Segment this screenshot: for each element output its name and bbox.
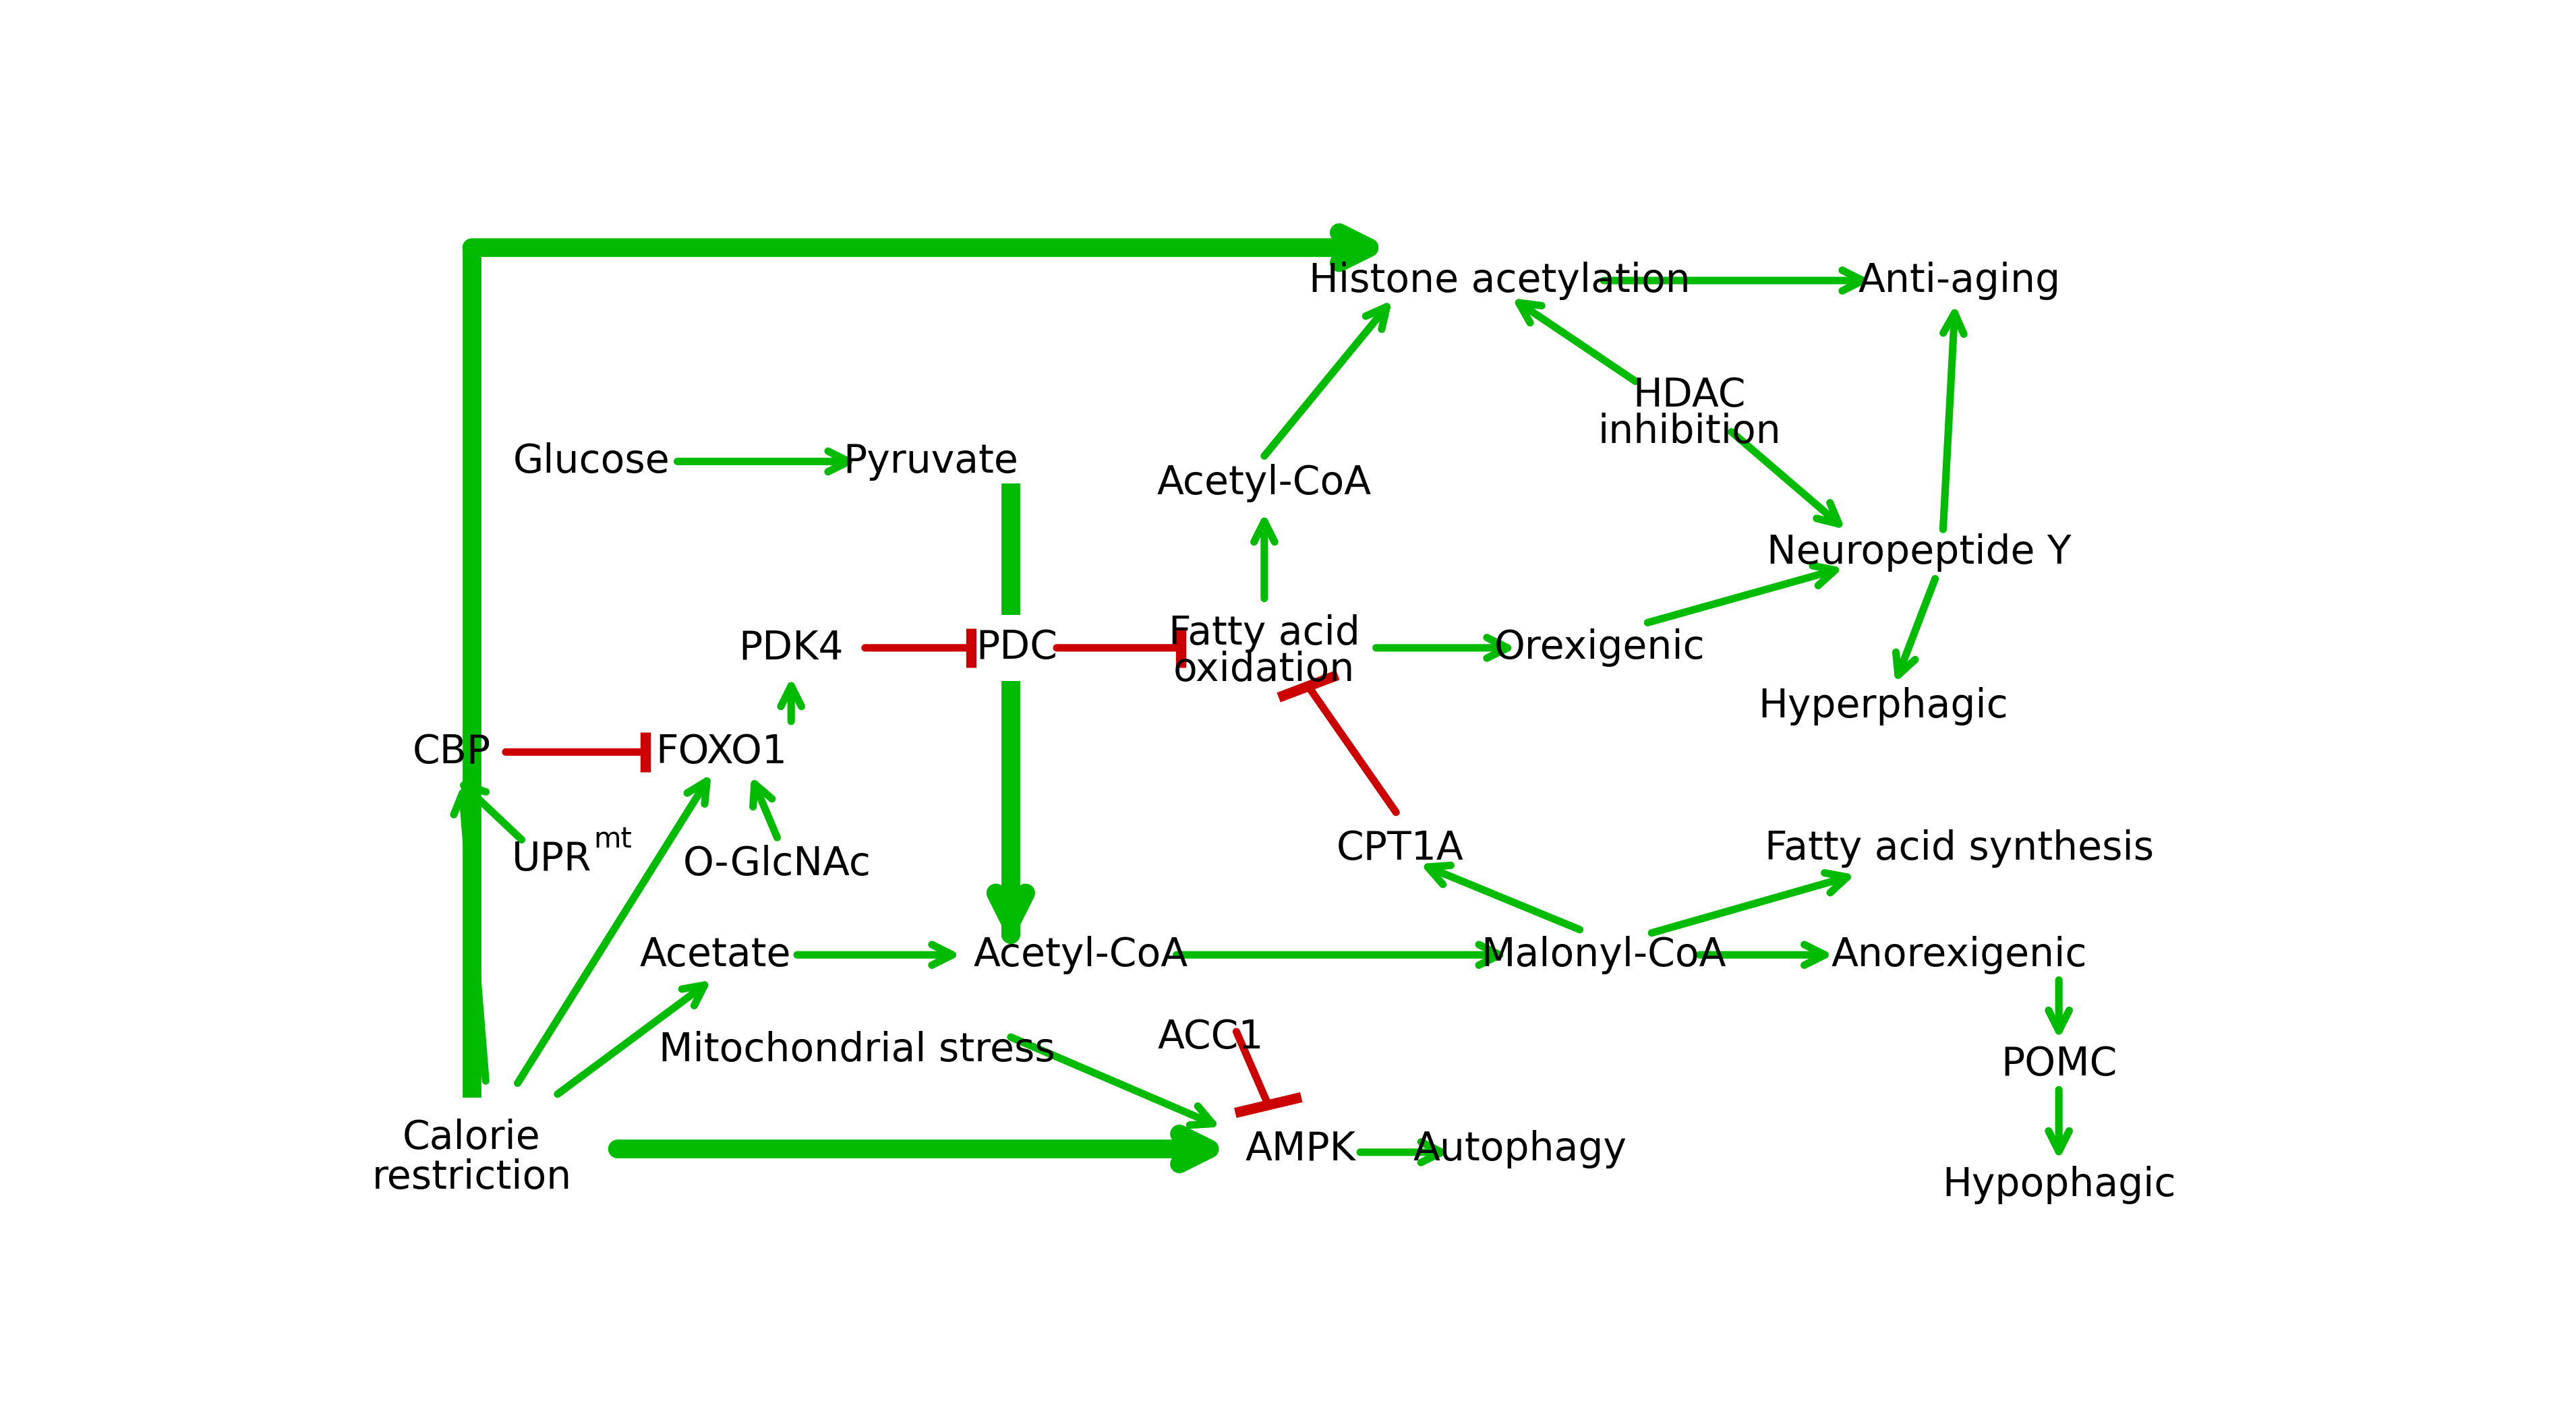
Text: UPR: UPR [513,840,592,879]
Text: oxidation: oxidation [1175,651,1355,689]
Text: CBP: CBP [412,733,492,772]
Text: Anti-aging: Anti-aging [1857,262,2061,299]
Text: PDC: PDC [976,628,1059,666]
Text: Fatty acid synthesis: Fatty acid synthesis [1765,829,2154,867]
Text: Acetate: Acetate [639,936,791,974]
Text: Orexigenic: Orexigenic [1494,628,1705,666]
Text: Pyruvate: Pyruvate [842,443,1018,481]
Text: Malonyl-CoA: Malonyl-CoA [1481,936,1726,974]
Text: ACC1: ACC1 [1157,1018,1262,1057]
Text: PDK4: PDK4 [739,628,842,666]
Text: Neuropeptide Y: Neuropeptide Y [1767,533,2071,571]
Text: Autophagy: Autophagy [1414,1129,1625,1168]
Text: Calorie: Calorie [402,1119,541,1158]
Text: CPT1A: CPT1A [1337,829,1463,867]
Text: Anorexigenic: Anorexigenic [1832,936,2087,974]
Text: inhibition: inhibition [1597,413,1780,451]
Text: Glucose: Glucose [513,443,670,481]
Text: AMPK: AMPK [1244,1129,1355,1168]
Text: Mitochondrial stress: Mitochondrial stress [659,1031,1056,1069]
Text: Acetyl-CoA: Acetyl-CoA [1157,464,1370,503]
Text: FOXO1: FOXO1 [654,733,788,772]
Text: Fatty acid: Fatty acid [1170,614,1360,652]
Text: restriction: restriction [371,1158,572,1196]
Text: Hypophagic: Hypophagic [1942,1166,2177,1205]
Text: POMC: POMC [2002,1045,2117,1084]
Text: O-GlcNAc: O-GlcNAc [683,844,871,883]
Text: HDAC: HDAC [1633,376,1747,414]
Text: Hyperphagic: Hyperphagic [1759,686,2009,725]
Text: mt: mt [592,826,631,854]
Text: Histone acetylation: Histone acetylation [1309,262,1690,299]
Text: Acetyl-CoA: Acetyl-CoA [974,936,1188,974]
